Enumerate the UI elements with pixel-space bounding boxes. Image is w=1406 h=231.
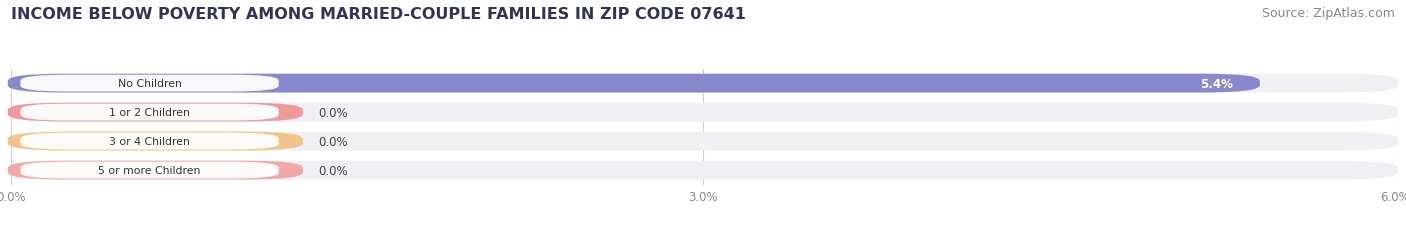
FancyBboxPatch shape [8, 132, 1398, 151]
FancyBboxPatch shape [21, 162, 278, 179]
Text: 5.4%: 5.4% [1201, 77, 1233, 90]
Text: 0.0%: 0.0% [318, 164, 347, 177]
FancyBboxPatch shape [21, 75, 278, 92]
Text: 1 or 2 Children: 1 or 2 Children [110, 108, 190, 118]
FancyBboxPatch shape [21, 104, 278, 121]
Text: 5 or more Children: 5 or more Children [98, 165, 201, 175]
FancyBboxPatch shape [8, 132, 302, 151]
FancyBboxPatch shape [8, 103, 1398, 122]
FancyBboxPatch shape [8, 74, 1260, 93]
FancyBboxPatch shape [21, 133, 278, 150]
FancyBboxPatch shape [8, 74, 1398, 93]
Text: INCOME BELOW POVERTY AMONG MARRIED-COUPLE FAMILIES IN ZIP CODE 07641: INCOME BELOW POVERTY AMONG MARRIED-COUPL… [11, 7, 747, 22]
Text: Source: ZipAtlas.com: Source: ZipAtlas.com [1261, 7, 1395, 20]
Text: No Children: No Children [118, 79, 181, 89]
Text: 0.0%: 0.0% [318, 135, 347, 148]
Text: 3 or 4 Children: 3 or 4 Children [110, 137, 190, 146]
FancyBboxPatch shape [8, 161, 302, 180]
FancyBboxPatch shape [8, 103, 302, 122]
FancyBboxPatch shape [8, 161, 1398, 180]
Text: 0.0%: 0.0% [318, 106, 347, 119]
